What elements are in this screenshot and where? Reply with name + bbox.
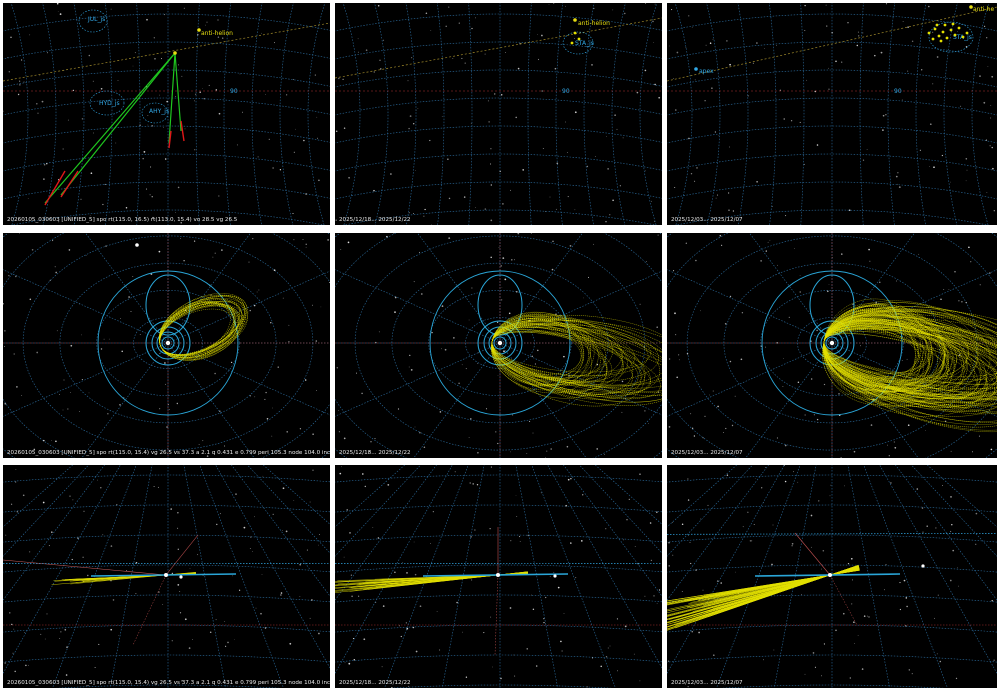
jul-radiant-circle: [78, 9, 108, 33]
axis-line: [829, 574, 858, 626]
orbit-top-view: [335, 233, 662, 458]
declination-label: 90: [894, 88, 902, 95]
radiant-points: [570, 31, 581, 45]
panel-caption: 2025/12/03... 2025/12/07: [671, 217, 743, 223]
radiant-map-panel-period-1: anti-helion STA_js 90 2025/12/18... 2025…: [335, 3, 662, 225]
panel-caption: 2025/12/18... 2025/12/22: [339, 217, 411, 223]
planet-marker: [553, 574, 557, 578]
axis-line: [494, 574, 499, 656]
planet-marker: [135, 243, 139, 247]
orbit-side-view: [335, 465, 662, 688]
apex-label: apex: [699, 68, 714, 75]
anti-helion-point: [969, 5, 973, 9]
anti-helion-point: [197, 28, 201, 32]
orbit-side-view-panel-period-1: 2025/12/18... 2025/12/22: [335, 465, 662, 688]
meteoroid-orbits: [491, 311, 662, 407]
ecliptic-line: [3, 22, 330, 82]
orbit-top-view-panel-period-2: 2025/12/03... 2025/12/07: [667, 233, 997, 458]
panel-caption: 20260105_030603 [UNIFIED_5] spo rt(115.0…: [7, 217, 238, 223]
orbit-grid: [667, 233, 997, 458]
sta-radiant-label: STA_js: [575, 40, 594, 47]
sun-marker: [829, 340, 835, 346]
perspective-grid: [3, 465, 330, 688]
orbit-side-view-panel-period-2: 2025/12/03... 2025/12/07: [667, 465, 997, 688]
star-field: [336, 233, 660, 458]
panel-caption: 2025/12/18... 2025/12/22: [339, 450, 411, 456]
star-field: [335, 3, 661, 225]
sun-marker: [165, 340, 171, 346]
perspective-grid: [667, 465, 997, 688]
sky-grid: [3, 3, 330, 225]
radiant-map-panel-detection: JUL_js anti-helion HYD_js AHY_js 90 2026…: [3, 3, 330, 225]
declination-label: 90: [562, 88, 570, 95]
sta-radiant-circle: [562, 31, 594, 55]
meteoroid-orbits: [3, 562, 330, 585]
orbit-grid: [3, 233, 330, 458]
panel-caption: 20260105_030603 [UNIFIED_5] spo rt(115.0…: [7, 680, 330, 686]
orbit-top-view: [3, 233, 330, 458]
star-field: [667, 465, 995, 688]
star-field: [3, 233, 330, 457]
radiant-points: [927, 22, 969, 43]
planet-marker: [179, 575, 183, 579]
axis-line: [794, 532, 831, 576]
hyd-radiant-circle: [89, 90, 125, 116]
meteoroid-orbits: [158, 293, 249, 361]
meteoroid-orbits: [822, 298, 997, 433]
axis-line: [3, 559, 167, 576]
anti-helion-point: [573, 18, 577, 22]
orbit-side-view: [3, 465, 330, 688]
axis-line: [165, 534, 199, 576]
anti-helion-label: anti-he: [973, 6, 994, 13]
ecliptic-line: [667, 6, 997, 82]
ahy-radiant-label: AHY_js: [149, 108, 169, 115]
radiant-map-panel-period-2: anti-he STA_js apex 90 2025/12/03... 202…: [667, 3, 997, 225]
anti-helion-label: anti-helion: [578, 20, 610, 27]
sky-grid: [335, 3, 662, 225]
meteoroid-orbits: [335, 562, 662, 593]
orbit-side-view-panel-detection: 20260105_030603 [UNIFIED_5] spo rt(115.0…: [3, 465, 330, 688]
declination-label: 90: [230, 88, 238, 95]
sun-marker: [497, 340, 503, 346]
axis-line: [132, 574, 167, 646]
star-field: [3, 3, 320, 224]
panel-caption: 2025/12/18... 2025/12/22: [339, 680, 411, 686]
ecliptic-line: [335, 17, 662, 79]
panel-caption: 20260105_030603 [UNIFIED_5] spo rt(115.0…: [7, 450, 330, 456]
meteor-vectors: [44, 51, 185, 206]
sun-marker: [496, 573, 500, 577]
panel-caption: 2025/12/03... 2025/12/07: [671, 680, 743, 686]
ahy-radiant-circle: [141, 102, 169, 124]
star-field: [339, 466, 661, 688]
star-field: [668, 234, 993, 458]
panel-caption: 2025/12/03... 2025/12/07: [671, 450, 743, 456]
orbit-side-view: [667, 465, 997, 688]
anti-helion-label: anti-helion: [201, 30, 233, 37]
star-field: [4, 469, 320, 686]
hyd-radiant-label: HYD_js: [99, 100, 120, 107]
orbit-top-view-panel-period-1: 2025/12/18... 2025/12/22: [335, 233, 662, 458]
star-field: [669, 3, 995, 217]
sky-grid: [667, 3, 997, 225]
sta-radiant-circle: [928, 21, 974, 53]
perspective-grid: [335, 465, 662, 688]
sun-marker: [164, 573, 168, 577]
radiant-map: anti-helion STA_js 90: [335, 3, 662, 225]
sun-marker: [828, 573, 832, 577]
radiant-map: anti-he STA_js apex 90: [667, 3, 997, 225]
jul-radiant-label: JUL_js: [87, 16, 105, 23]
orbit-top-view-panel-detection: 20260105_030603 [UNIFIED_5] spo rt(115.0…: [3, 233, 330, 458]
orbit-top-view: [667, 233, 997, 458]
apex-point: [694, 67, 698, 71]
planet-marker: [921, 564, 925, 568]
orbit-grid: [335, 233, 662, 458]
radiant-map: JUL_js anti-helion HYD_js AHY_js 90: [3, 3, 330, 225]
